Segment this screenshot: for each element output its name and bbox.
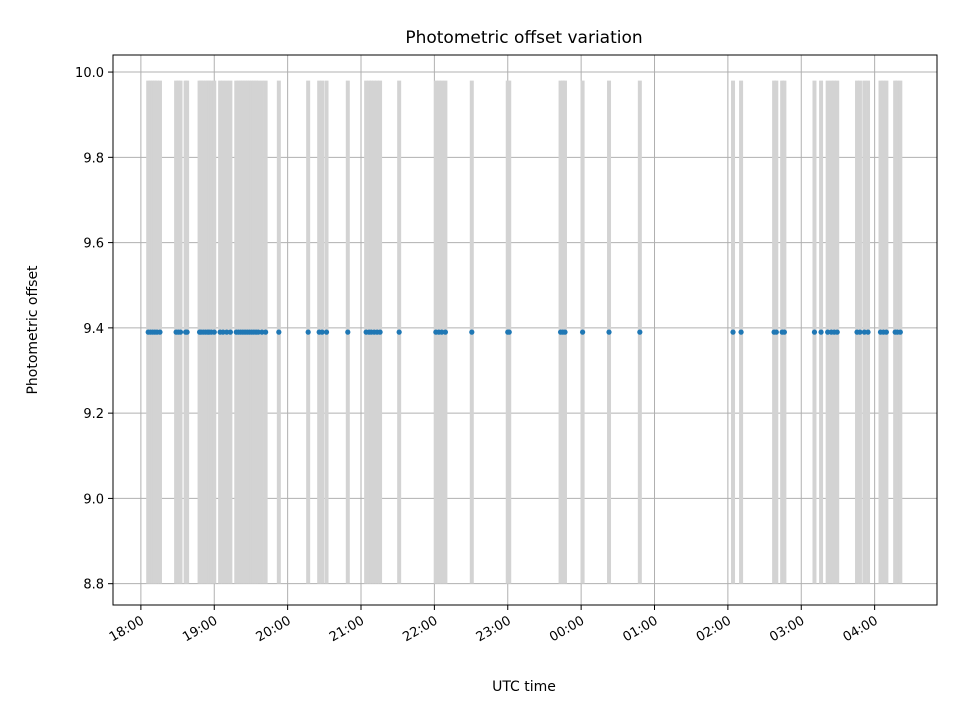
data-point [442,329,448,335]
data-point [224,329,230,335]
data-point [773,329,779,335]
data-point [345,329,351,335]
data-point [506,329,512,335]
data-point [834,329,840,335]
y-axis-title: Photometric offset [25,265,41,395]
data-point [897,329,903,335]
data-points [145,329,903,335]
y-tick-label: 8.8 [83,578,104,593]
data-point [323,329,330,335]
data-point [811,329,818,335]
data-point [562,329,568,335]
data-point [211,329,217,335]
data-point [469,329,475,335]
y-tick-label: 10.0 [75,66,104,81]
data-point [319,329,325,335]
data-point [861,329,867,335]
y-tick-label: 9.8 [83,151,104,166]
data-point [396,329,402,335]
data-point [730,329,736,335]
x-axis-title: UTC time [492,679,556,695]
data-point [883,329,889,335]
data-point [184,329,190,335]
data-point [579,329,586,335]
data-point [865,329,871,335]
data-point [157,329,163,335]
data-point [255,329,261,335]
data-point [439,329,445,335]
data-point [781,329,787,335]
plot-area-frame [112,54,938,606]
data-point [276,329,282,335]
data-point [177,329,184,335]
y-tick-label: 9.4 [83,322,104,337]
data-point [377,329,383,335]
data-point [857,329,863,335]
data-point [606,329,612,335]
y-tick-label: 9.0 [83,492,104,507]
data-point [637,329,643,335]
data-point [825,329,831,335]
y-tick-label: 9.6 [83,237,104,252]
y-tick-label: 9.2 [83,407,104,422]
data-point [305,329,311,335]
y-axis: 8.8 9.0 9.2 9.4 9.6 9.8 10.0 [75,66,113,593]
chart-title: Photometric offset variation [405,28,642,48]
data-point [227,329,233,335]
data-point [220,329,226,335]
data-point [259,329,265,335]
data-point [263,329,269,335]
data-point [738,329,744,335]
data-point [818,329,824,335]
